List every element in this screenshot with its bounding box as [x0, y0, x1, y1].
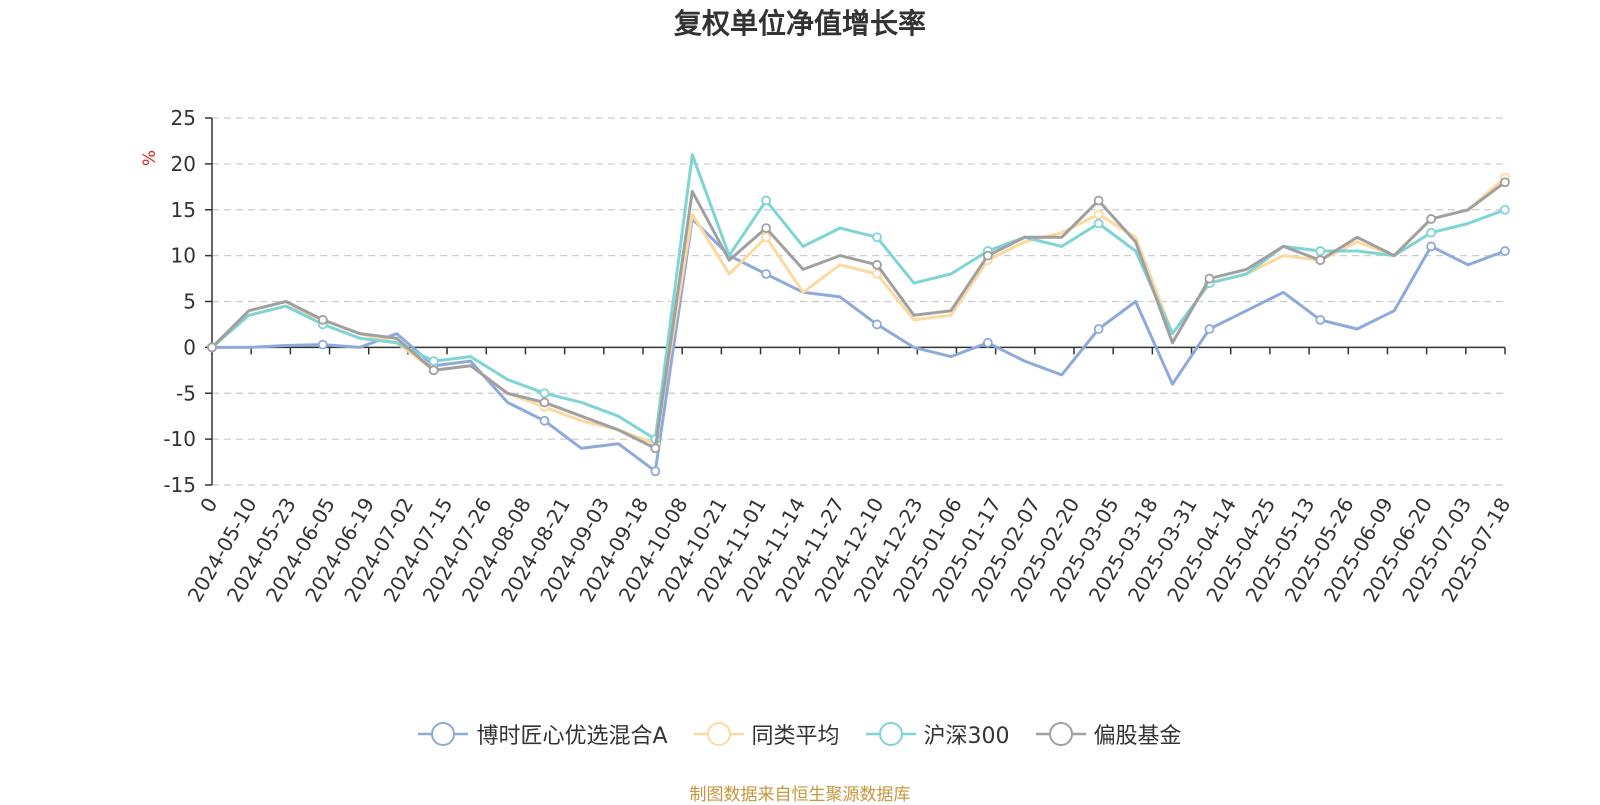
series-point-3: [872, 259, 882, 270]
legend-marker-icon: [865, 722, 916, 746]
y-tick-label: -15: [163, 473, 196, 497]
y-tick-label: 0: [183, 335, 196, 359]
legend: 博时匠心优选混合A 同类平均 沪深300 偏股基金: [0, 718, 1600, 750]
series-point-2: [1093, 218, 1104, 229]
source-note: 制图数据来自恒生聚源数据库: [689, 785, 911, 805]
axes: [205, 117, 1506, 486]
series-line-3: [210, 180, 1506, 450]
chart-title: 复权单位净值增长率: [673, 7, 926, 40]
series-point-3: [428, 365, 439, 376]
legend-label: 沪深300: [923, 724, 1010, 749]
legend-item[interactable]: 同类平均: [693, 718, 840, 750]
line-chart: 2520151050-5-10-15%02024-05-102024-05-23…: [140, 106, 1515, 606]
series-point-3: [982, 250, 993, 261]
y-tick-label: -5: [176, 381, 196, 405]
y-tick-label: -10: [163, 427, 196, 451]
series-line-2: [211, 153, 1506, 441]
grid-lines: [212, 117, 1505, 486]
series-point-0: [539, 415, 550, 426]
x-tick-label: 0: [195, 494, 222, 517]
series-line-0: [212, 217, 1506, 473]
series-point-2: [428, 356, 439, 367]
series-point-3: [539, 397, 550, 408]
series-point-2: [761, 195, 772, 206]
legend-marker-icon: [1035, 722, 1086, 746]
series-point-3: [1315, 255, 1326, 266]
series-point-2: [1426, 227, 1437, 238]
legend-marker-circle: [878, 722, 903, 746]
tick-labels: 2520151050-5-10-15%02024-05-102024-05-23…: [140, 106, 1515, 606]
series-point-1: [761, 232, 772, 243]
y-tick-label: 5: [183, 290, 196, 314]
legend-label: 偏股基金: [1093, 724, 1182, 749]
series-point-3: [650, 443, 661, 454]
series-point-0: [1093, 324, 1104, 334]
series-point-3: [317, 314, 328, 325]
series-lines: [207, 153, 1510, 477]
series-point-2: [872, 232, 882, 243]
legend-marker-circle: [1048, 722, 1073, 746]
series-point-0: [1500, 246, 1510, 256]
series-point-0: [761, 269, 772, 279]
series-point-3: [1426, 214, 1437, 224]
series-point-3: [761, 223, 772, 234]
legend-label: 同类平均: [751, 724, 840, 749]
y-axis-unit: %: [140, 150, 160, 166]
series-point-0: [1204, 324, 1215, 334]
legend-item[interactable]: 博时匠心优选混合A: [418, 718, 668, 750]
legend-marker-icon: [693, 722, 744, 746]
series-point-1: [1093, 209, 1104, 220]
legend-marker-circle: [706, 722, 731, 746]
series-point-0: [872, 319, 882, 330]
series-point-3: [207, 342, 217, 353]
series-point-0: [1426, 241, 1437, 252]
series-point-0: [650, 466, 661, 477]
series-point-3: [1500, 177, 1510, 188]
y-tick-label: 15: [171, 198, 196, 222]
series-point-0: [1315, 314, 1326, 325]
y-tick-label: 25: [171, 106, 196, 130]
y-tick-label: 20: [171, 152, 196, 176]
series-point-1: [872, 269, 882, 279]
legend-item[interactable]: 沪深300: [865, 718, 1010, 750]
legend-item[interactable]: 偏股基金: [1035, 718, 1182, 750]
series-point-2: [1315, 246, 1326, 256]
legend-label: 博时匠心优选混合A: [476, 724, 668, 749]
series-point-3: [1204, 273, 1215, 284]
series-point-3: [1093, 195, 1104, 206]
series-point-0: [982, 337, 993, 348]
series-point-2: [1500, 204, 1510, 215]
legend-marker-icon: [418, 722, 469, 746]
legend-marker-circle: [431, 722, 456, 746]
y-tick-label: 10: [171, 244, 196, 268]
series-point-2: [539, 388, 550, 399]
series-point-0: [317, 339, 328, 350]
